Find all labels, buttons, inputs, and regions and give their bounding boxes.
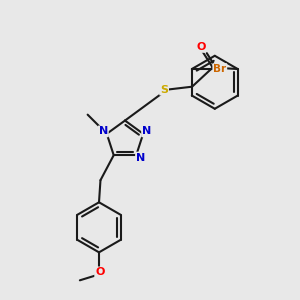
Text: O: O bbox=[95, 267, 105, 278]
Text: N: N bbox=[136, 152, 145, 163]
Text: O: O bbox=[196, 42, 206, 52]
Text: Br: Br bbox=[213, 64, 226, 74]
Text: S: S bbox=[160, 85, 168, 94]
Text: N: N bbox=[142, 126, 151, 136]
Text: N: N bbox=[99, 126, 108, 136]
